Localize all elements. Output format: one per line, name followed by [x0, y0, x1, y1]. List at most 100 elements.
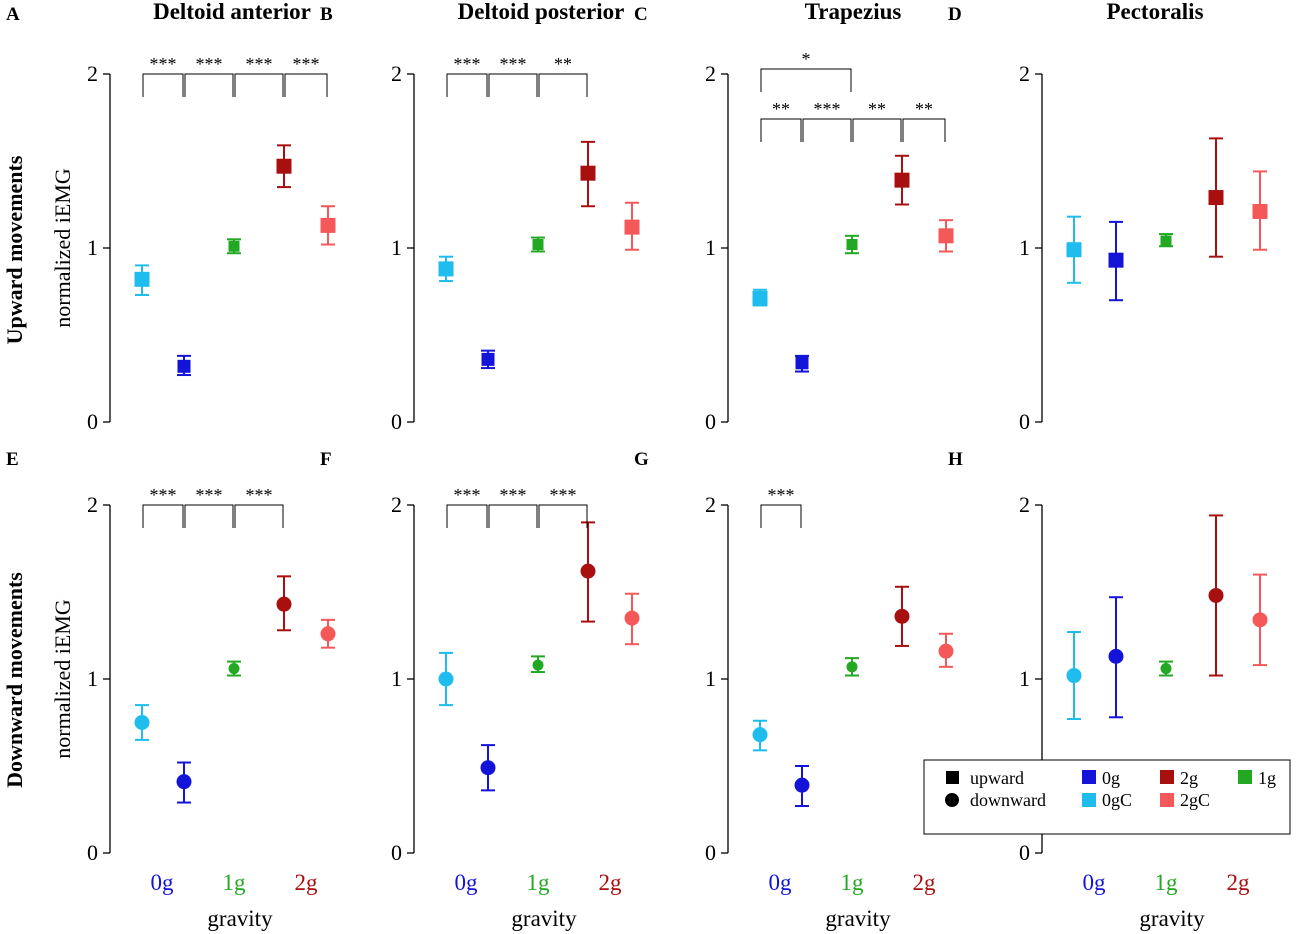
- y-tick-label: 0: [87, 840, 98, 865]
- panel-letter: G: [634, 449, 649, 470]
- legend-square-marker: [946, 771, 959, 784]
- y-tick-label: 1: [391, 666, 402, 691]
- x-group-label-2g: 2g: [1227, 870, 1251, 895]
- significance-label: **: [915, 99, 933, 119]
- significance-label: ***: [454, 485, 481, 505]
- significance-label: ***: [500, 485, 527, 505]
- legend-swatch-2gC: [1160, 793, 1174, 807]
- legend-label-downward: downward: [970, 790, 1046, 810]
- y-tick-label: 2: [87, 61, 98, 86]
- data-point-0gC: [438, 671, 454, 687]
- y-tick-label: 0: [1019, 840, 1030, 865]
- x-axis-label: gravity: [1139, 906, 1205, 931]
- y-tick-label: 1: [1019, 666, 1030, 691]
- y-tick-label: 0: [391, 409, 402, 434]
- significance-label: ***: [500, 54, 527, 74]
- legend-label-0gC: 0gC: [1102, 790, 1132, 810]
- y-tick-label: 2: [705, 61, 716, 86]
- panel-title: Deltoid anterior: [153, 0, 311, 24]
- significance-label: **: [868, 99, 886, 119]
- y-axis-label: normalized iEMG: [50, 599, 75, 759]
- x-group-label-0g: 0g: [151, 870, 175, 895]
- significance-bracket: [234, 73, 284, 97]
- panel-letter: B: [320, 4, 333, 25]
- data-point-0g: [795, 356, 809, 370]
- legend-box: [923, 759, 1291, 835]
- panel-D: D Pectoralis 0 1 2: [948, 0, 1268, 434]
- data-point-2gC: [1252, 203, 1268, 219]
- y-tick-label: 1: [705, 235, 716, 260]
- y-tick-label: 0: [1019, 409, 1030, 434]
- significance-bracket: [446, 504, 488, 528]
- significance-label: ***: [293, 54, 320, 74]
- y-tick-label: 1: [87, 666, 98, 691]
- x-group-label-2g: 2g: [913, 870, 937, 895]
- significance-bracket: [184, 73, 234, 97]
- row-label-downward: Downward movements: [2, 572, 27, 788]
- y-tick-label: 0: [391, 840, 402, 865]
- legend-swatch-0g: [1082, 770, 1096, 784]
- significance-bracket: [284, 73, 328, 97]
- data-point-1g: [1160, 235, 1172, 247]
- y-tick-label: 1: [391, 235, 402, 260]
- data-point-0g: [1108, 252, 1124, 268]
- data-point-0g: [177, 359, 191, 373]
- legend-label-2gC: 2gC: [1180, 790, 1210, 810]
- legend-swatch-0gC: [1082, 793, 1096, 807]
- legend-swatch-2g: [1160, 770, 1174, 784]
- panel-letter: A: [6, 4, 20, 25]
- y-tick-label: 2: [1019, 492, 1030, 517]
- data-point-0gC: [752, 727, 768, 743]
- data-point-0gC: [134, 715, 150, 730]
- data-point-1g: [846, 661, 858, 673]
- x-group-label-0g: 0g: [1083, 870, 1107, 895]
- y-tick-label: 2: [391, 492, 402, 517]
- data-point-0gC: [1066, 668, 1082, 684]
- panel-title: Trapezius: [805, 0, 902, 24]
- significance-bracket: [760, 68, 852, 92]
- x-axis-label: gravity: [825, 906, 891, 931]
- panel-E: E 0 1 2 normalized iEMG *** *** *** 0g 1g 2g gravit…: [6, 449, 336, 931]
- data-point-1g: [532, 239, 544, 251]
- data-point-2g: [894, 172, 910, 188]
- panel-letter: C: [634, 4, 648, 25]
- data-point-1g: [228, 240, 240, 252]
- significance-bracket: [488, 73, 538, 97]
- panel-letter: E: [6, 449, 19, 470]
- data-point-0gC: [134, 271, 150, 287]
- significance-label: ***: [196, 54, 223, 74]
- data-point-2g: [894, 608, 910, 624]
- significance-label: ***: [550, 485, 577, 505]
- y-tick-label: 2: [1019, 61, 1030, 86]
- significance-bracket: [760, 118, 802, 142]
- data-point-1g: [532, 659, 544, 671]
- data-point-0gC: [752, 290, 768, 306]
- panel-letter: H: [948, 449, 963, 470]
- x-group-label-0g: 0g: [769, 870, 793, 895]
- y-tick-label: 0: [705, 840, 716, 865]
- significance-label: ***: [246, 485, 273, 505]
- significance-label: ***: [246, 54, 273, 74]
- data-point-0g: [481, 352, 495, 366]
- data-point-2gC: [938, 643, 954, 659]
- x-group-label-0g: 0g: [455, 870, 479, 895]
- x-group-label-2g: 2g: [295, 870, 319, 895]
- significance-label: ***: [150, 485, 177, 505]
- panel-letter: F: [320, 449, 332, 470]
- data-point-2gC: [938, 228, 954, 244]
- significance-label: ***: [454, 54, 481, 74]
- significance-bracket: [538, 73, 588, 97]
- data-point-0g: [794, 777, 810, 793]
- data-point-2gC: [320, 217, 336, 233]
- significance-bracket: [902, 118, 946, 142]
- y-tick-label: 1: [87, 235, 98, 260]
- significance-label: *: [802, 49, 811, 69]
- legend-circle-marker: [945, 793, 959, 807]
- x-group-label-2g: 2g: [599, 870, 623, 895]
- legend-swatch-1g: [1238, 770, 1252, 784]
- legend-label-1g: 1g: [1258, 768, 1276, 788]
- data-point-2gC: [624, 610, 640, 626]
- significance-bracket: [852, 118, 902, 142]
- data-point-1g: [228, 663, 240, 675]
